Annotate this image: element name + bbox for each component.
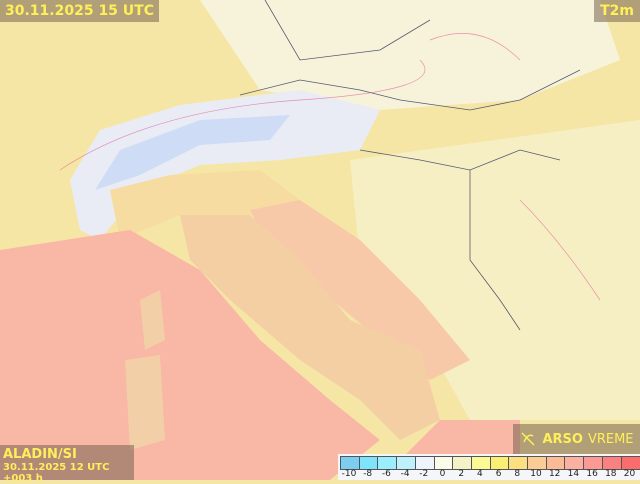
legend-swatch [527, 456, 547, 470]
legend-tick-label: 12 [545, 469, 565, 479]
model-run: 30.11.2025 12 UTC +003 h [3, 462, 131, 484]
legend-swatch [583, 456, 603, 470]
legend-swatch [490, 456, 510, 470]
legend-tick-label: 20 [620, 469, 640, 479]
legend-tick-label: -2 [414, 469, 434, 479]
legend-tick-label: 18 [601, 469, 621, 479]
legend-tick-label: -10 [339, 469, 359, 479]
legend-tick-label: -8 [358, 469, 378, 479]
legend-swatch [415, 456, 435, 470]
valid-time-label: 30.11.2025 15 UTC [0, 0, 159, 22]
legend-swatch [546, 456, 566, 470]
legend-tick-label: 2 [451, 469, 471, 479]
sardinia [125, 355, 165, 450]
legend-swatch [452, 456, 472, 470]
legend-tick-label: 0 [433, 469, 453, 479]
legend-tick-label: 14 [563, 469, 583, 479]
legend-tick-label: -6 [376, 469, 396, 479]
legend-swatch [621, 456, 640, 470]
legend-tick-label: 4 [470, 469, 490, 479]
legend-swatch [434, 456, 454, 470]
legend-swatch [340, 456, 360, 470]
logo-vreme: VREME [588, 432, 634, 447]
legend-swatch [471, 456, 491, 470]
legend-tick-label: 16 [582, 469, 602, 479]
arso-logo-icon [519, 430, 537, 448]
legend-swatch [508, 456, 528, 470]
legend-tick-label: 6 [489, 469, 509, 479]
legend-swatch [602, 456, 622, 470]
legend-tick-label: 10 [526, 469, 546, 479]
legend-swatch [359, 456, 379, 470]
parameter-label: T2m [594, 0, 640, 22]
model-name: ALADIN/SI [3, 447, 131, 462]
legend-swatch [564, 456, 584, 470]
legend-tick-label: -4 [395, 469, 415, 479]
model-info: ALADIN/SI 30.11.2025 12 UTC +003 h [0, 445, 134, 480]
legend-swatch [396, 456, 416, 470]
legend-tick-label: 8 [507, 469, 527, 479]
legend-swatch [377, 456, 397, 470]
arso-logo: ARSO VREME [513, 424, 640, 454]
logo-arso: ARSO [542, 432, 583, 447]
